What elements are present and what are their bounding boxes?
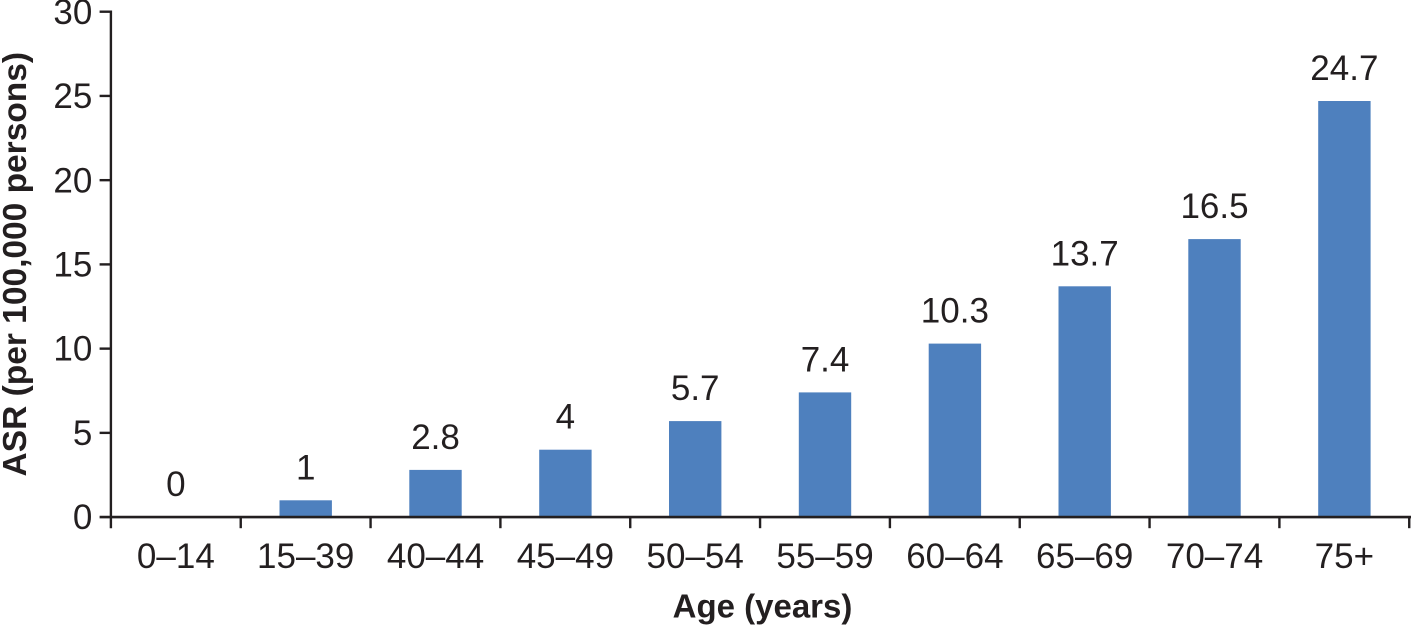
- svg-text:0: 0: [73, 498, 92, 537]
- svg-text:5.7: 5.7: [671, 369, 720, 408]
- svg-text:ASR (per 100,000 persons): ASR (per 100,000 persons): [0, 52, 34, 477]
- svg-text:0–14: 0–14: [137, 537, 215, 576]
- svg-text:15: 15: [53, 246, 92, 285]
- svg-text:7.4: 7.4: [801, 340, 850, 379]
- svg-text:10.3: 10.3: [921, 292, 989, 331]
- svg-text:0: 0: [166, 465, 185, 504]
- svg-text:2.8: 2.8: [411, 418, 460, 457]
- svg-text:40–44: 40–44: [387, 537, 484, 576]
- svg-text:4: 4: [556, 398, 575, 437]
- svg-text:1: 1: [296, 448, 315, 487]
- svg-text:25: 25: [53, 77, 92, 116]
- svg-text:10: 10: [53, 330, 92, 369]
- svg-text:15–39: 15–39: [257, 537, 354, 576]
- svg-text:13.7: 13.7: [1051, 234, 1119, 273]
- svg-text:55–59: 55–59: [776, 537, 873, 576]
- svg-text:75+: 75+: [1315, 537, 1374, 576]
- svg-text:5: 5: [73, 414, 92, 453]
- svg-text:30: 30: [53, 0, 92, 32]
- svg-text:20: 20: [53, 161, 92, 200]
- svg-text:50–54: 50–54: [647, 537, 744, 576]
- svg-text:24.7: 24.7: [1310, 49, 1378, 88]
- svg-text:60–64: 60–64: [906, 537, 1003, 576]
- svg-text:45–49: 45–49: [517, 537, 614, 576]
- svg-text:16.5: 16.5: [1180, 187, 1248, 226]
- svg-text:65–69: 65–69: [1036, 537, 1133, 576]
- svg-text:Age (years): Age (years): [673, 588, 853, 625]
- svg-text:70–74: 70–74: [1166, 537, 1263, 576]
